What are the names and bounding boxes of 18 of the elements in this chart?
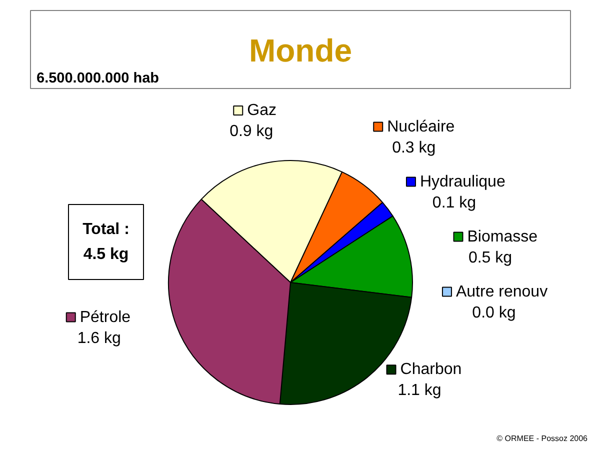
data-label: 0.1 kg [432,194,476,212]
chart-subtitle: 6.500.000.000 hab [36,70,160,86]
legend-label: Charbon [400,361,462,378]
legend-label: Pétrole [80,308,131,326]
data-label: 0.5 kg [468,249,512,266]
text: Total : 4.5 kg [82,221,130,263]
data-label: 1.6 kg [77,330,121,347]
legend-label: Gaz [247,102,276,120]
chart-title: Monde [248,32,352,68]
data-label: 1.1 kg [398,382,442,400]
legend-label: Biomasse [467,228,538,246]
legend-label: Hydraulique [420,173,506,190]
data-label: 0.3 kg [392,139,436,156]
text: © ORMEE - Possoz 2006 [496,434,588,443]
data-label: 0.9 kg [230,123,274,140]
text: 0.0 kg [472,304,516,322]
legend-label: Nucléaire [387,118,455,136]
legend-label: Autre renouv [456,283,548,300]
